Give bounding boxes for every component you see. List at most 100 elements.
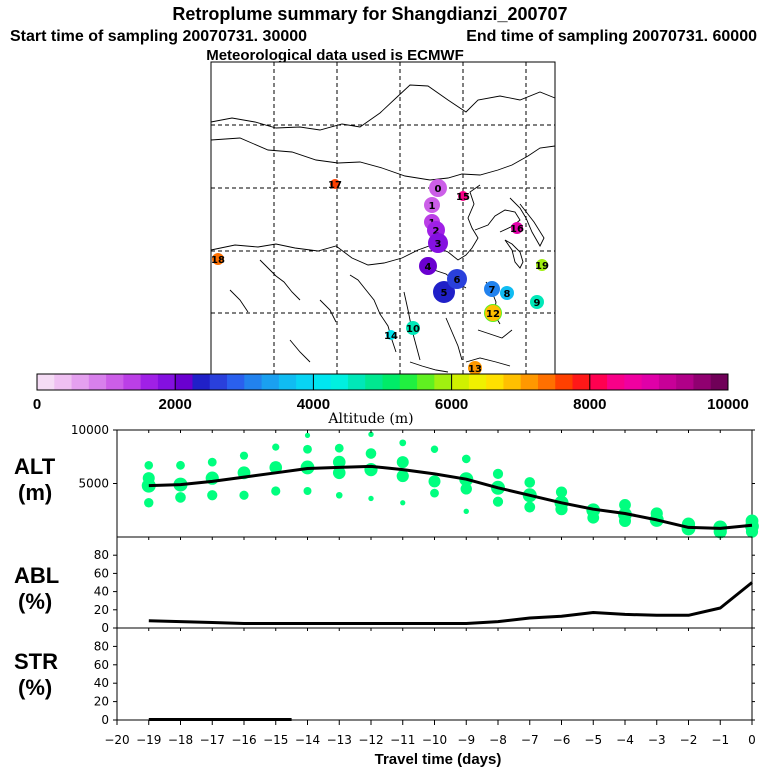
cluster-point — [492, 468, 504, 479]
colorbar-segment — [54, 374, 73, 390]
x-tick-label: −20 — [104, 733, 129, 747]
cluster-point — [365, 448, 377, 459]
str-panel: 0 20 40 60 80 — [94, 627, 755, 727]
y-tick-label: 0 — [101, 621, 109, 635]
colorbar-tick-label: 2000 — [159, 396, 192, 413]
map-cluster-number: 12 — [486, 309, 500, 320]
y-tick-label: 80 — [94, 548, 109, 562]
map-cluster-13: 13 — [468, 361, 482, 375]
colorbar-segment — [399, 374, 418, 390]
x-tick-label: −16 — [231, 733, 256, 747]
cluster-point — [396, 456, 409, 469]
colorbar-tick-label: 8000 — [573, 396, 606, 413]
cluster-point — [555, 503, 568, 516]
colorbar-segment — [157, 374, 176, 390]
colorbar-segment — [468, 374, 487, 390]
map-cluster-1: 1 — [424, 197, 440, 213]
cluster-point — [207, 490, 218, 501]
y-tick-label: 0 — [101, 713, 109, 727]
cluster-point — [555, 486, 568, 498]
abl-panel: 0 20 40 60 80 — [94, 536, 755, 635]
cluster-point — [430, 488, 439, 498]
map-cluster-number: 10 — [406, 324, 420, 335]
map-cluster-18: 18 — [211, 253, 225, 266]
cluster-point — [175, 492, 186, 503]
colorbar-segment — [710, 374, 729, 390]
map-cluster-number: 18 — [211, 255, 225, 266]
y-tick-label: 40 — [94, 585, 109, 599]
colorbar-segment — [434, 374, 453, 390]
map-cluster-16: 16 — [510, 222, 524, 235]
colorbar-frame — [36, 373, 729, 391]
map-cluster-4: 4 — [419, 257, 437, 275]
colorbar-segment — [106, 374, 124, 390]
cluster-point — [492, 496, 504, 507]
cluster-point — [368, 495, 374, 502]
cluster-point — [207, 457, 217, 467]
colorbar-segment — [296, 374, 314, 390]
map-cluster-number: 1 — [429, 201, 436, 212]
str-panel-label: STR — [14, 649, 58, 674]
map-cluster-17: 17 — [328, 179, 342, 191]
colorbar-segment — [37, 374, 55, 390]
y-tick-label: 60 — [94, 658, 109, 672]
map: 0112345678910111213141516171819 — [210, 61, 556, 375]
map-cluster-number: 7 — [489, 285, 496, 296]
cluster-point — [335, 491, 343, 499]
map-cluster-marker — [447, 269, 467, 289]
map-cluster-19: 19 — [535, 259, 549, 272]
map-cluster-marker — [406, 321, 420, 335]
x-tick-label: −17 — [200, 733, 225, 747]
x-tick-label: −6 — [553, 733, 571, 747]
y-tick-label: 80 — [94, 639, 109, 653]
cluster-point — [428, 475, 441, 488]
colorbar-segment — [451, 374, 470, 390]
alt-panel: 5000 10000 — [71, 423, 759, 539]
map-cluster-marker — [428, 233, 448, 253]
map-cluster-8: 8 — [500, 286, 514, 300]
colorbar-segment — [192, 374, 211, 390]
colorbar-segment — [537, 374, 556, 390]
map-cluster-15: 15 — [456, 191, 470, 203]
colorbar-label: Altitude (m) — [327, 411, 413, 427]
map-cluster-5: 5 — [433, 281, 455, 303]
cluster-point — [239, 451, 249, 460]
colorbar-tick-label: 6000 — [435, 396, 468, 413]
cluster-point — [745, 525, 759, 538]
map-cluster-7: 7 — [484, 281, 500, 297]
cluster-point — [463, 508, 469, 515]
cluster-point — [619, 514, 631, 527]
cluster-point — [304, 432, 311, 438]
x-tick-label: −9 — [457, 733, 475, 747]
cluster-point — [269, 461, 283, 474]
cluster-point — [461, 454, 471, 464]
colorbar-segment — [365, 374, 383, 390]
x-tick-label: −1 — [711, 733, 729, 747]
colorbar-tick-label: 10000 — [707, 396, 749, 413]
cluster-point — [332, 466, 346, 480]
map-cluster-number: 8 — [504, 289, 511, 300]
colorbar-segment — [71, 374, 90, 390]
x-tick-label: −19 — [136, 733, 161, 747]
map-cluster-9: 9 — [530, 295, 544, 309]
end-time-label: End time of sampling 20070731. 60000 — [466, 28, 757, 45]
altitude-colorbar: 0 2000 4000 6000 8000 10000 Altitude (m) — [33, 373, 749, 427]
map-cluster-marker — [419, 257, 437, 275]
map-cluster-12: 12 — [485, 305, 501, 321]
map-cluster-marker — [433, 281, 455, 303]
x-tick-label: −3 — [648, 733, 666, 747]
map-cluster-marker — [386, 330, 396, 340]
cluster-point — [524, 477, 536, 488]
y-tick-label: 10000 — [71, 423, 109, 437]
colorbar-segment — [417, 374, 435, 390]
map-cluster-number: 14 — [384, 331, 398, 342]
cluster-point — [303, 486, 312, 495]
cluster-point — [399, 439, 407, 447]
y-tick-label: 5000 — [78, 477, 109, 491]
cluster-point — [400, 500, 406, 506]
map-cluster-number: 3 — [435, 239, 442, 250]
colorbar-segment — [261, 374, 280, 390]
map-cluster-number: 0 — [435, 184, 442, 195]
x-tick-label: −11 — [390, 733, 415, 747]
